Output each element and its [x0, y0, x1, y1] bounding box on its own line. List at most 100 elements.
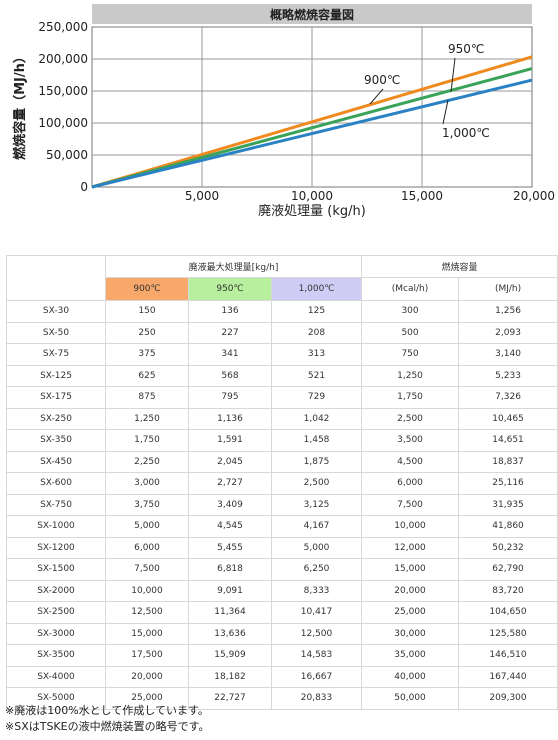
value-cell: 14,651 — [458, 429, 558, 452]
value-cell: 1,256 — [458, 300, 558, 323]
value-cell: 136 — [188, 300, 272, 323]
value-cell: 25,000 — [361, 601, 460, 624]
value-cell: 729 — [270, 386, 363, 409]
value-cell: 1,458 — [270, 429, 363, 452]
value-cell: 18,837 — [458, 450, 558, 473]
value-cell: 341 — [188, 343, 272, 366]
value-cell: 5,233 — [458, 364, 558, 387]
value-cell: 5,455 — [188, 536, 272, 559]
value-cell: 5,000 — [270, 536, 363, 559]
value-cell: 209,300 — [458, 687, 558, 710]
value-cell: 2,500 — [361, 407, 460, 430]
value-cell: 146,510 — [458, 644, 558, 667]
value-cell: 6,000 — [105, 536, 189, 559]
table-row: SX-4000 20,000 18,182 16,667 40,000 167,440 — [6, 665, 558, 688]
model-cell: SX-2000 — [6, 579, 106, 602]
model-cell: SX-600 — [6, 472, 106, 495]
model-cell: SX-175 — [6, 386, 106, 409]
table-header-row: 廃液最大処理量[kg/h] 燃焼容量 — [6, 255, 558, 301]
table-row: SX-75 375 341 313 750 3,140 — [6, 343, 558, 366]
temp-header-1000: 1,000℃ — [270, 277, 363, 301]
table-row: SX-750 3,750 3,409 3,125 7,500 31,935 — [6, 493, 558, 516]
table-row: SX-175 875 795 729 1,750 7,326 — [6, 386, 558, 409]
value-cell: 50,000 — [361, 687, 460, 710]
value-cell: 6,250 — [270, 558, 363, 581]
value-cell: 795 — [188, 386, 272, 409]
model-cell: SX-1500 — [6, 558, 106, 581]
y-tick-label: 50,000 — [46, 148, 88, 162]
model-cell: SX-250 — [6, 407, 106, 430]
value-cell: 375 — [105, 343, 189, 366]
model-cell: SX-4000 — [6, 665, 106, 688]
value-cell: 18,182 — [188, 665, 272, 688]
model-cell: SX-3500 — [6, 644, 106, 667]
value-cell: 50,232 — [458, 536, 558, 559]
y-tick-label: 100,000 — [38, 116, 88, 130]
value-cell: 41,860 — [458, 515, 558, 538]
value-cell: 521 — [270, 364, 363, 387]
capacity-table: 廃液最大処理量[kg/h] 燃焼容量 900℃ 950℃ 1,000℃ (Mca… — [6, 255, 558, 710]
value-cell: 250 — [105, 321, 189, 344]
model-cell: SX-3000 — [6, 622, 106, 645]
value-cell: 104,650 — [458, 601, 558, 624]
table-body: SX-30 150 136 125 300 1,256 SX-50 250 227 208 500 2… — [6, 300, 558, 710]
series-line-2 — [91, 78, 533, 189]
value-cell: 7,500 — [105, 558, 189, 581]
value-cell: 14,583 — [270, 644, 363, 667]
table-row: SX-450 2,250 2,045 1,875 4,500 18,837 — [6, 450, 558, 473]
value-cell: 125,580 — [458, 622, 558, 645]
value-cell: 1,591 — [188, 429, 272, 452]
value-cell: 4,167 — [270, 515, 363, 538]
model-cell: SX-350 — [6, 429, 106, 452]
value-cell: 300 — [361, 300, 460, 323]
value-cell: 20,000 — [361, 579, 460, 602]
table-row: SX-250 1,250 1,136 1,042 2,500 10,465 — [6, 407, 558, 430]
capacity-chart: 概略燃焼容量図 0 50,000 100,000 150,000 200,000 250,… — [12, 4, 555, 219]
value-cell: 25,116 — [458, 472, 558, 495]
value-cell: 7,500 — [361, 493, 460, 516]
value-cell: 150 — [105, 300, 189, 323]
value-cell: 1,250 — [361, 364, 460, 387]
value-cell: 9,091 — [188, 579, 272, 602]
table-row: SX-1200 6,000 5,455 5,000 12,000 50,232 — [6, 536, 558, 559]
table-subheader-row: 900℃ 950℃ 1,000℃ (Mcal/h) (MJ/h) — [7, 277, 558, 301]
y-tick-label: 0 — [80, 180, 88, 194]
value-cell: 3,409 — [188, 493, 272, 516]
chart-title: 概略燃焼容量図 — [270, 7, 354, 22]
table-row: SX-1500 7,500 6,818 6,250 15,000 62,790 — [6, 558, 558, 581]
value-cell: 875 — [105, 386, 189, 409]
value-cell: 750 — [361, 343, 460, 366]
x-tick-labels: 5,000 10,000 15,000 20,000 — [185, 189, 555, 203]
y-tick-label: 200,000 — [38, 52, 88, 66]
model-cell: SX-75 — [6, 343, 106, 366]
value-cell: 62,790 — [458, 558, 558, 581]
value-cell: 35,000 — [361, 644, 460, 667]
value-cell: 1,750 — [105, 429, 189, 452]
value-cell: 20,000 — [105, 665, 189, 688]
value-cell: 2,727 — [188, 472, 272, 495]
value-cell: 3,000 — [105, 472, 189, 495]
table-row: SX-5000 25,000 22,727 20,833 50,000 209,300 — [6, 687, 558, 710]
model-cell: SX-125 — [6, 364, 106, 387]
value-cell: 31,935 — [458, 493, 558, 516]
value-cell: 3,140 — [458, 343, 558, 366]
annot-leader-1000 — [442, 99, 449, 125]
value-cell: 6,000 — [361, 472, 460, 495]
combustion-capacity-header: 燃焼容量 — [361, 255, 558, 278]
footnotes: ※廃液は100%水として作成しています。 ※SXはTSKEの液中燃焼装置の略号で… — [5, 703, 210, 735]
model-cell: SX-1200 — [6, 536, 106, 559]
model-cell: SX-2500 — [6, 601, 106, 624]
y-axis-label: 燃焼容量（MJ/h） — [12, 50, 28, 160]
value-cell: 4,545 — [188, 515, 272, 538]
value-cell: 7,326 — [458, 386, 558, 409]
value-cell: 15,000 — [105, 622, 189, 645]
series-lines — [91, 55, 533, 189]
x-tick-label: 5,000 — [185, 189, 219, 203]
series-label-950: 950℃ — [448, 42, 484, 56]
table-row: SX-3000 15,000 13,636 12,500 30,000 125,580 — [6, 622, 558, 645]
value-cell: 3,750 — [105, 493, 189, 516]
value-cell: 3,125 — [270, 493, 363, 516]
table-row: SX-30 150 136 125 300 1,256 — [6, 300, 558, 323]
value-cell: 1,136 — [188, 407, 272, 430]
value-cell: 568 — [188, 364, 272, 387]
